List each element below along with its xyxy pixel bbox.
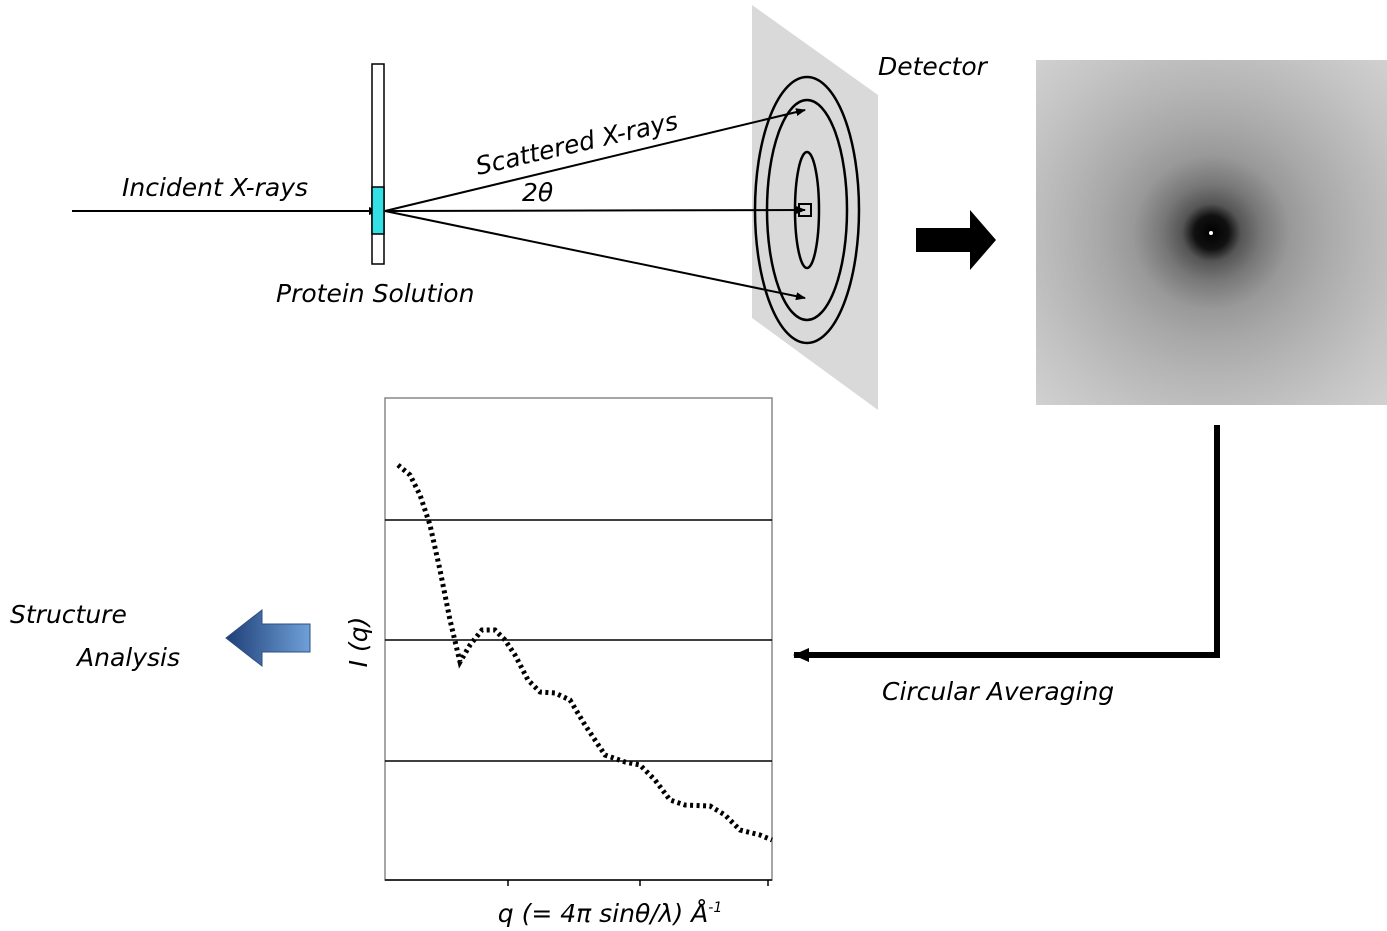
label: Scattered X-rays	[473, 106, 681, 181]
label: Incident X-rays	[122, 173, 308, 202]
averaging-arrow	[793, 425, 1220, 662]
x-label-main: q (= 4π sinθ/λ) Å	[498, 899, 709, 928]
label: Circular Averaging	[882, 677, 1114, 706]
label: 2θ	[522, 178, 553, 207]
beam-center	[1209, 231, 1213, 235]
label: Analysis	[75, 643, 180, 672]
scattering-curve	[396, 463, 773, 843]
analysis-arrow	[225, 608, 311, 668]
x-label-sup: -1	[708, 900, 722, 916]
sample	[371, 186, 385, 235]
detector-plane	[752, 5, 878, 410]
x-label: q (= 4π sinθ/λ) Å-1	[498, 899, 722, 928]
label: Protein Solution	[276, 279, 474, 308]
grid	[385, 519, 772, 886]
plot-frame	[384, 397, 773, 881]
y-label: I (q)	[344, 617, 373, 668]
rays	[384, 108, 806, 301]
label: Detector	[878, 52, 989, 81]
arrow	[916, 210, 996, 270]
label: Structure	[10, 600, 127, 629]
